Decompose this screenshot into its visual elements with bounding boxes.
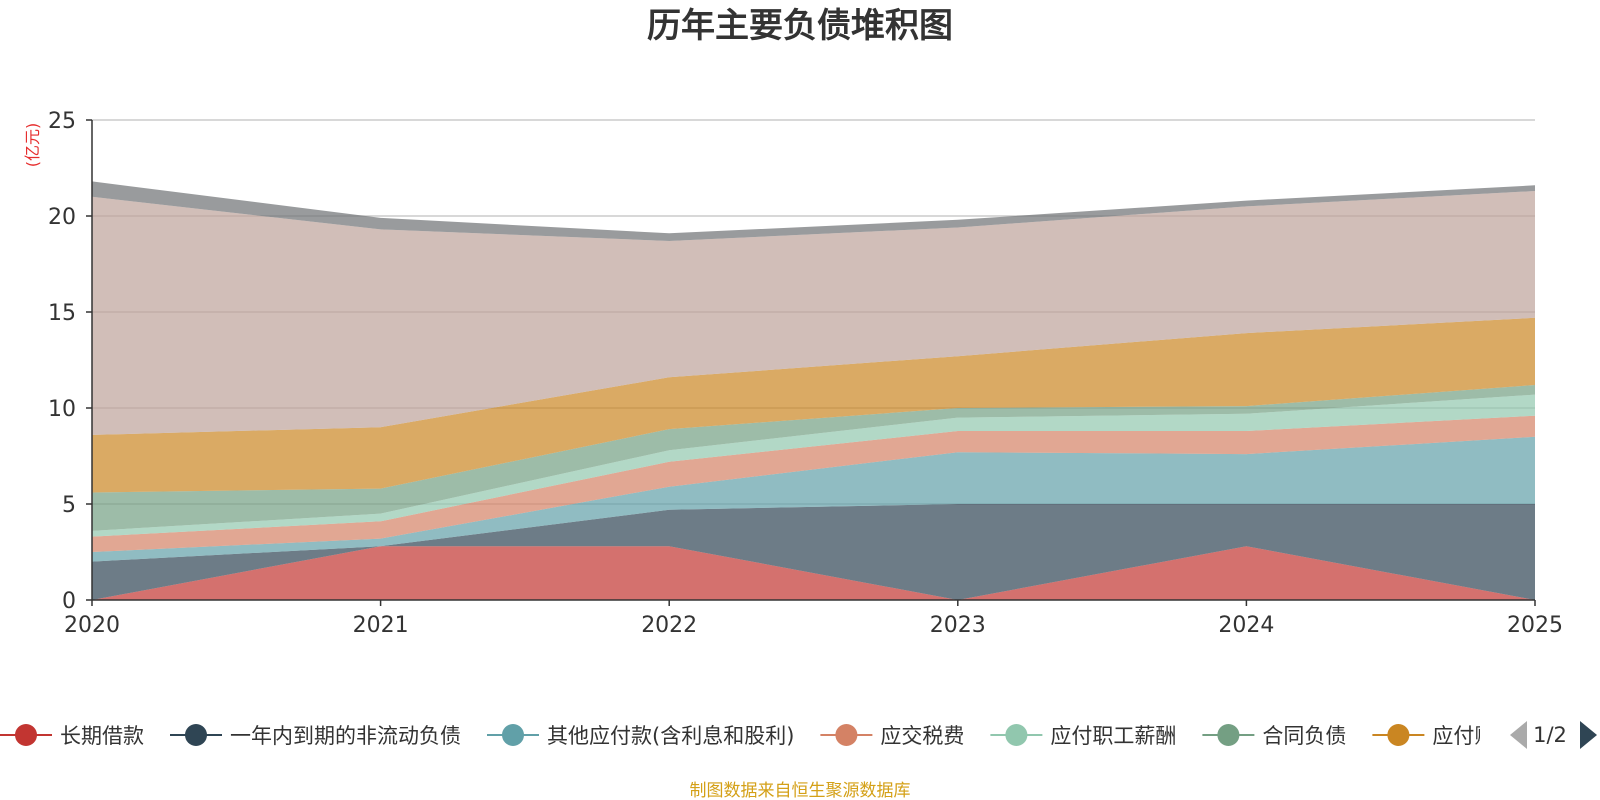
y-tick-label: 0 <box>62 589 76 614</box>
legend-item-合同负债[interactable]: 合同负债 <box>1202 724 1346 748</box>
legend-marker-icon <box>1005 724 1028 746</box>
x-tick-label: 2023 <box>930 613 986 638</box>
area-series-应付职工薪酬[interactable] <box>92 394 1535 537</box>
legend-item-其他应付款(含利息和股利)[interactable]: 其他应付款(含利息和股利) <box>487 724 794 748</box>
x-tick-label: 2021 <box>353 613 409 638</box>
legend-marker-icon <box>185 724 207 746</box>
legend-label: 应付账款 <box>1432 724 1516 748</box>
legend-marker-icon <box>1217 724 1240 746</box>
legend-items: 长期借款 一年内到期的非流动负债 其他应付款(含利息和股利) 应交税费 应付职工薪酬 合同… <box>0 724 1516 748</box>
x-tick-label: 2025 <box>1507 613 1563 638</box>
y-tick-label: 10 <box>48 397 76 422</box>
x-tick-label: 2024 <box>1218 613 1274 638</box>
area-series-应交税费[interactable] <box>92 415 1535 552</box>
area-series-租赁负债[interactable] <box>92 181 1535 241</box>
area-series-应付账款[interactable] <box>92 317 1535 493</box>
legend-label: 应交税费 <box>880 724 964 748</box>
x-tick-label: 2020 <box>64 613 120 638</box>
y-tick-label: 5 <box>62 493 76 518</box>
legend-label: 应付职工薪酬 <box>1050 724 1176 748</box>
x-tick-label: 2022 <box>641 613 697 638</box>
area-series-长期借款[interactable] <box>92 546 1535 600</box>
legend-label: 长期借款 <box>60 724 144 748</box>
y-tick-label: 20 <box>48 205 76 230</box>
legend-marker-icon <box>502 724 524 746</box>
y-axis-unit-label: (亿元) <box>23 123 42 168</box>
legend[interactable]: 长期借款 一年内到期的非流动负债 其他应付款(含利息和股利) 应交税费 应付职工薪酬 合同… <box>0 724 1600 748</box>
legend-marker-icon <box>15 724 37 746</box>
legend-marker-icon <box>835 724 858 746</box>
legend-item-应付职工薪酬[interactable]: 应付职工薪酬 <box>990 724 1176 748</box>
legend-marker-icon <box>1387 724 1410 746</box>
area-series-layer <box>92 181 1535 600</box>
legend-item-一年内到期的非流动负债[interactable]: 一年内到期的非流动负债 <box>170 724 461 748</box>
legend-prev-page-icon[interactable] <box>1510 721 1527 749</box>
legend-pager: 1/2 <box>1510 721 1597 749</box>
area-series-合同负债[interactable] <box>92 385 1535 531</box>
legend-item-长期借款[interactable]: 长期借款 <box>0 724 144 748</box>
source-note: 制图数据来自恒生聚源数据库 <box>690 781 911 800</box>
legend-item-应交税费[interactable]: 应交税费 <box>820 724 964 748</box>
legend-label: 其他应付款(含利息和股利) <box>547 724 794 748</box>
area-series-其他应付款(含利息和股利)[interactable] <box>92 436 1535 562</box>
area-series-应付票据[interactable] <box>92 191 1535 435</box>
y-tick-label: 15 <box>48 301 76 326</box>
legend-page-indicator: 1/2 <box>1533 723 1567 747</box>
legend-label: 合同负债 <box>1262 724 1346 748</box>
legend-label: 一年内到期的非流动负债 <box>230 724 461 748</box>
chart-title: 历年主要负债堆积图 <box>647 6 953 46</box>
area-series-一年内到期的非流动负债[interactable] <box>92 504 1535 600</box>
y-tick-label: 25 <box>48 109 76 134</box>
legend-next-page-icon[interactable] <box>1580 721 1597 749</box>
legend-item-应付账款[interactable]: 应付账款 <box>1372 724 1516 748</box>
